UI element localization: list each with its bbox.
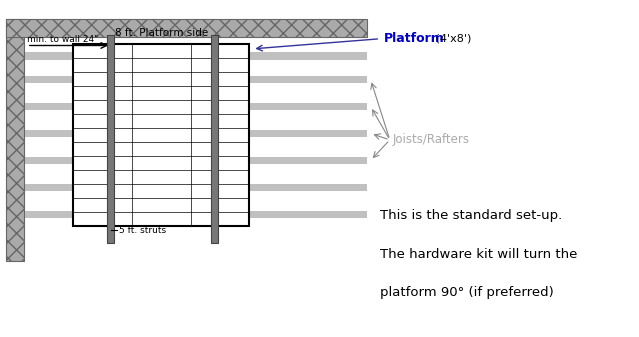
Bar	[24, 103, 367, 110]
Bar	[24, 211, 367, 218]
Bar	[24, 184, 367, 191]
Bar	[24, 130, 367, 137]
Text: This is the standard set-up.: This is the standard set-up.	[380, 209, 562, 222]
Bar	[73, 44, 249, 226]
Bar	[24, 76, 367, 83]
Bar	[6, 19, 24, 261]
Text: min. to wall 24": min. to wall 24"	[27, 35, 98, 44]
Bar	[24, 52, 367, 60]
Text: Joists/Rafters: Joists/Rafters	[393, 133, 470, 146]
Text: The hardware kit will turn the: The hardware kit will turn the	[380, 248, 578, 261]
Bar	[211, 35, 218, 243]
Bar	[6, 19, 367, 37]
Text: 8 ft. Platform side: 8 ft. Platform side	[115, 28, 208, 38]
Text: 5 ft. struts: 5 ft. struts	[119, 226, 166, 235]
Text: platform 90° (if preferred): platform 90° (if preferred)	[380, 286, 554, 300]
Text: Platform: Platform	[383, 32, 444, 45]
Text: (4'x8'): (4'x8')	[432, 34, 472, 44]
Bar	[107, 35, 114, 243]
Bar	[24, 157, 367, 164]
